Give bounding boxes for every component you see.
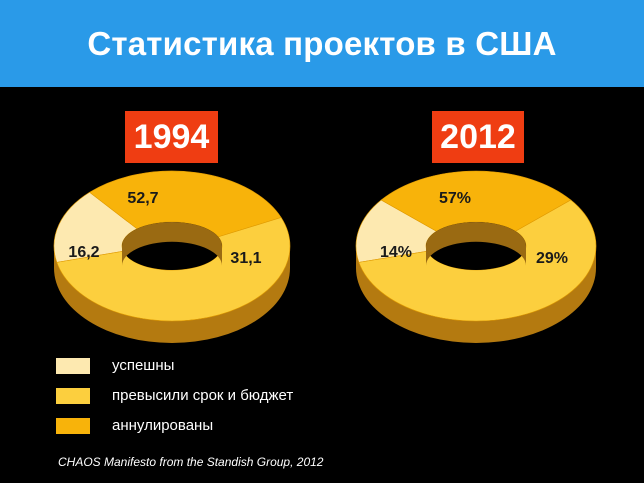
donut-1994-data-label-0: 16,2 — [68, 244, 99, 261]
legend-label-cancelled: аннулированы — [112, 417, 214, 434]
donut-2012-data-label-2: 29% — [536, 250, 568, 267]
legend-label-successful: успешны — [112, 357, 175, 374]
donut-1994-side-wall — [54, 246, 290, 343]
donut-1994-inner-wall — [122, 222, 222, 266]
legend-swatch-successful — [56, 358, 90, 374]
donut-1994-data-label-2: 31,1 — [230, 250, 261, 267]
source-caption: CHAOS Manifesto from the Standish Group,… — [58, 455, 324, 469]
year-badge-1994: 1994 — [125, 111, 218, 163]
donut-2012-data-label-0: 14% — [380, 244, 412, 261]
legend-swatch-challenged — [56, 388, 90, 404]
donut-2012-data-label-1: 57% — [439, 190, 471, 207]
page-title: Статистика проектов в США — [87, 24, 557, 62]
donut-1994-data-label-1: 52,7 — [127, 190, 158, 207]
legend-label-challenged: превысили срок и бюджет — [112, 387, 294, 404]
donut-2012-side-wall — [356, 246, 596, 343]
title-bar: Статистика проектов в США — [0, 0, 644, 87]
legend-swatch-cancelled — [56, 418, 90, 434]
donut-2012-inner-wall — [426, 222, 526, 266]
year-badge-2012: 2012 — [432, 111, 524, 163]
